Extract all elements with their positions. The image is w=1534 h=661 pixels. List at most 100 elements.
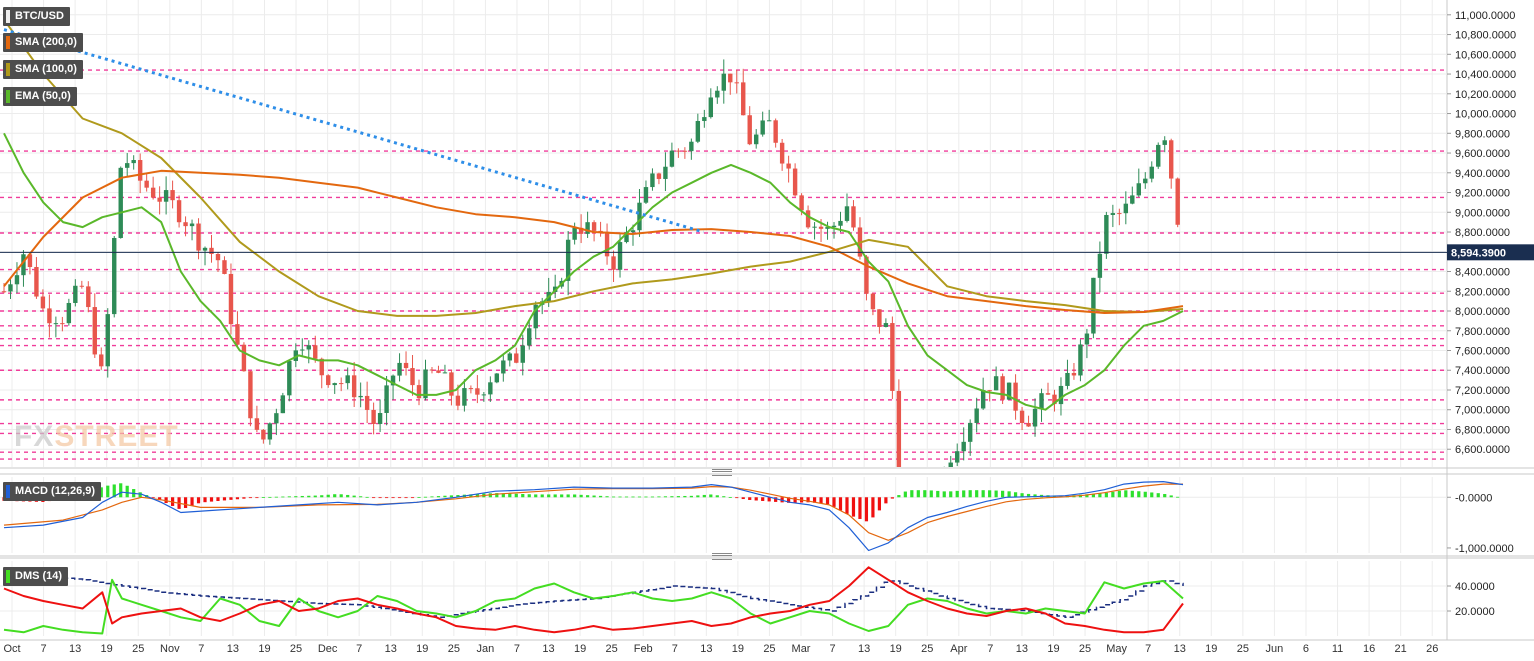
macd-histogram-bar (320, 495, 324, 498)
bearish-candle (338, 383, 344, 385)
macd-histogram-bar (229, 497, 233, 500)
macd-histogram-bar (1020, 493, 1024, 498)
bullish-candle (527, 328, 532, 346)
bearish-candle (313, 345, 318, 359)
macd-histogram-bar (897, 495, 901, 498)
bearish-candle (416, 385, 422, 399)
x-tick-label: Dec (318, 643, 338, 655)
x-tick-label: 25 (921, 643, 933, 655)
x-tick-label: 25 (290, 643, 302, 655)
macd-histogram-bar (203, 497, 207, 503)
dms-label[interactable]: DMS (14) (3, 567, 69, 586)
macd-label[interactable]: MACD (12,26,9) (3, 482, 102, 501)
x-tick-label: 21 (1395, 643, 1407, 655)
macd-histogram-bar (307, 495, 311, 498)
dms-tick-label: 20.0000 (1455, 606, 1495, 618)
macd-histogram-bar (767, 497, 771, 502)
bullish-candle (702, 117, 707, 121)
x-tick-label: 7 (830, 643, 836, 655)
macd-histogram-bar (99, 487, 103, 498)
bullish-candle (961, 441, 966, 452)
bullish-candle (1039, 393, 1044, 409)
macd-histogram-bar (1026, 493, 1031, 498)
macd-histogram-bar (1104, 492, 1108, 498)
y-tick-label: 7,400.0000 (1455, 365, 1510, 377)
macd-histogram-bar (1001, 490, 1005, 498)
macd-histogram-bar (560, 494, 564, 498)
bearish-candle (449, 372, 454, 396)
bearish-candle (786, 163, 791, 169)
bearish-candle (818, 226, 824, 229)
bullish-candle (507, 353, 512, 361)
macd-histogram-bar (864, 497, 869, 522)
bearish-candle (1000, 376, 1005, 400)
macd-histogram-bar (890, 497, 894, 499)
bullish-candle (955, 451, 960, 463)
bullish-candle (105, 314, 110, 367)
macd-histogram-bar (1091, 493, 1095, 498)
bearish-candle (890, 323, 895, 391)
x-tick-label: Mar (792, 643, 811, 655)
bullish-candle (650, 173, 655, 188)
bearish-candle (410, 368, 415, 386)
ema50-label[interactable]: EMA (50,0) (3, 87, 77, 106)
x-tick-label: 11 (1332, 643, 1343, 655)
pane-resize-handle[interactable] (712, 553, 732, 560)
bullish-candle (754, 134, 759, 145)
macd-tick-label: -0.0000 (1455, 492, 1492, 504)
bullish-candle (993, 376, 999, 391)
bullish-candle (1065, 372, 1070, 386)
macd-histogram-bar (787, 497, 791, 503)
x-tick-label: 13 (542, 643, 554, 655)
bearish-candle (261, 429, 266, 440)
x-tick-label: 25 (1237, 643, 1249, 655)
y-tick-label: 10,200.0000 (1455, 89, 1516, 101)
bearish-candle (150, 187, 156, 198)
macd-histogram-bar (1176, 496, 1180, 498)
bullish-candle (397, 362, 402, 376)
macd-histogram-bar (391, 497, 395, 499)
x-tick-label: Oct (3, 643, 20, 655)
bullish-candle (481, 394, 487, 396)
x-tick-label: 19 (890, 643, 902, 655)
macd-histogram-bar (754, 497, 758, 501)
macd-histogram-bar (988, 490, 992, 498)
macd-histogram-bar (365, 496, 369, 498)
macd-histogram-bar (1033, 494, 1037, 498)
sma100-line (3, 19, 1184, 317)
macd-histogram-bar (436, 496, 441, 498)
macd-histogram-bar (586, 495, 590, 498)
bearish-candle (1117, 213, 1122, 215)
sma200-label[interactable]: SMA (200,0) (3, 33, 83, 52)
pane-resize-handle[interactable] (712, 469, 732, 476)
y-tick-label: 7,800.0000 (1455, 326, 1510, 338)
macd-histogram-bar (618, 496, 622, 498)
bearish-candle (183, 222, 188, 227)
macd-histogram-bar (1156, 493, 1160, 498)
bearish-candle (578, 227, 584, 234)
bearish-candle (254, 418, 260, 430)
x-tick-label: 6 (1303, 643, 1309, 655)
bearish-candle (403, 362, 409, 369)
bullish-candle (377, 412, 383, 424)
bullish-candle (163, 190, 169, 202)
bearish-candle (1071, 372, 1077, 376)
bearish-candle (611, 256, 616, 270)
macd-histogram-bar (689, 495, 693, 498)
y-tick-label: 6,800.0000 (1455, 424, 1510, 436)
macd-histogram-bar (449, 495, 454, 498)
bullish-candle (8, 284, 13, 292)
bullish-candle (760, 120, 765, 135)
macd-histogram-bar (812, 497, 817, 503)
bullish-candle (332, 383, 337, 386)
macd-histogram-bar (248, 497, 253, 499)
y-tick-label: 8,400.0000 (1455, 267, 1510, 279)
bearish-candle (987, 390, 992, 392)
macd-histogram-bar (281, 496, 285, 498)
bearish-candle (1013, 382, 1018, 411)
x-tick-label: 7 (514, 643, 520, 655)
macd-histogram-bar (838, 497, 843, 511)
sma100-label[interactable]: SMA (100,0) (3, 60, 83, 79)
macd-histogram-bar (735, 497, 739, 499)
